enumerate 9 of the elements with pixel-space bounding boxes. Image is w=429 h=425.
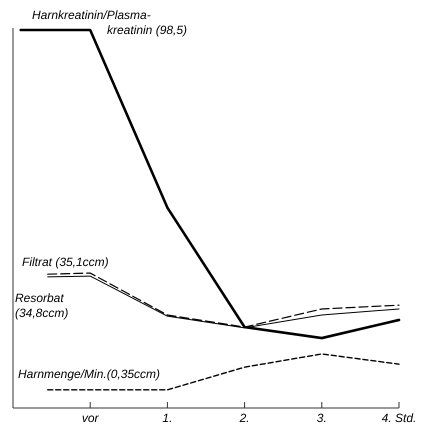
series-label: Harnkreatinin/Plasma- kreatinin (98,5) [32,8,188,37]
x-tick-label: 1. [162,411,172,425]
x-tick-label: 4. Std. [382,411,416,425]
series-label: Resorbat (34,8ccm) [15,291,68,320]
series-label: Filtrat (35,1ccm) [22,255,109,269]
series-label: Harnmenge/Min.(0,35ccm) [18,367,160,381]
x-tick-label: 2. [238,411,250,425]
x-tick-label: vor [82,411,100,425]
x-tick-label: 3. [316,411,327,425]
